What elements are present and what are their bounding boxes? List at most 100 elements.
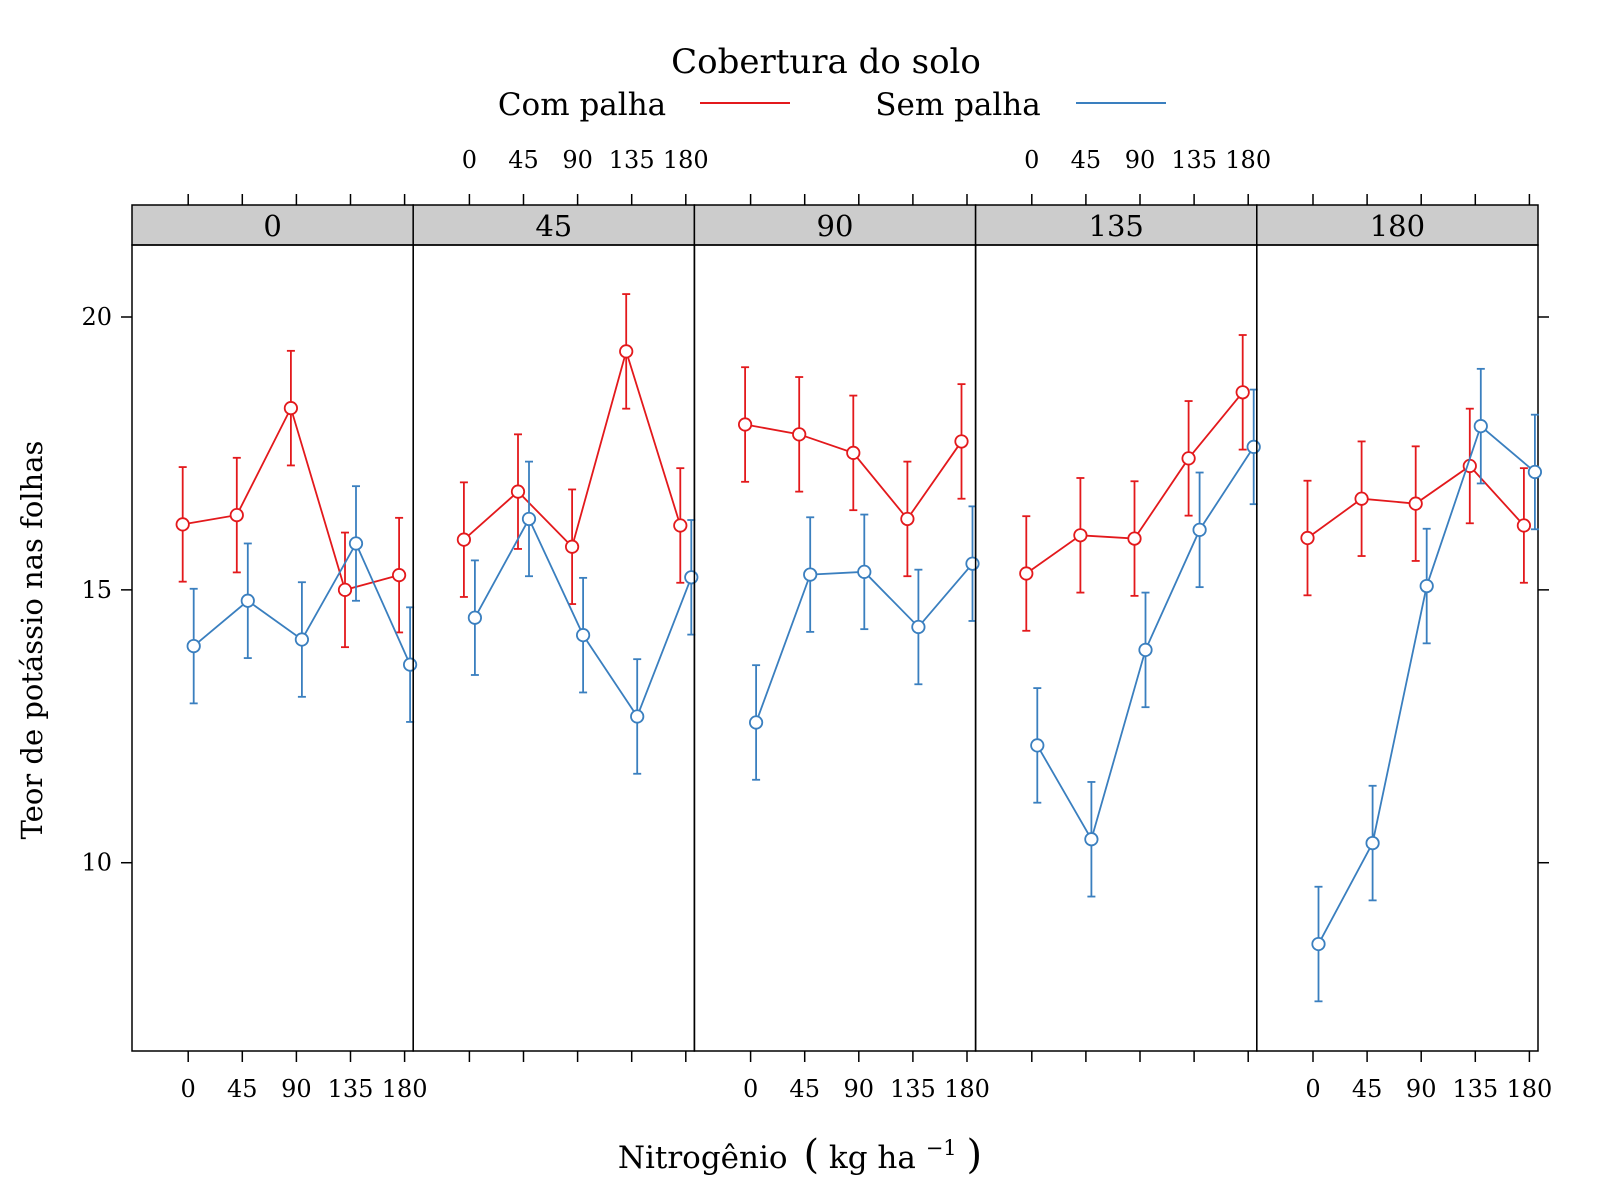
data-point [1473, 419, 1488, 434]
data-point [1354, 491, 1369, 506]
x-tick-label-top: 180 [663, 146, 709, 174]
x-axis-label-exponent: −1 [926, 1136, 957, 1160]
panel-frame-0 [131, 244, 414, 1052]
legend-label-com-palha: Com palha [498, 87, 666, 123]
x-tick-label-bottom: 90 [844, 1075, 875, 1103]
strip-label-135: 135 [1089, 209, 1144, 243]
data-point [1246, 439, 1261, 454]
legend: Cobertura do solo Com palha Sem palha [498, 42, 1166, 123]
data-point [737, 417, 753, 432]
x-axis-label: Nitrogênio ( kg ha −1 ) [618, 1127, 982, 1178]
strip-45 [412, 204, 696, 246]
data-point [1127, 531, 1142, 546]
x-axis-label-open-paren: ( [803, 1132, 819, 1178]
strip-label-0: 0 [263, 209, 281, 243]
data-point [348, 536, 364, 551]
data-point [575, 628, 591, 643]
x-tick-label-bottom: 0 [743, 1075, 758, 1103]
data-point [337, 582, 353, 597]
data-point [521, 511, 537, 527]
data-point [748, 715, 764, 730]
data-point [294, 632, 309, 647]
x-tick-label-bottom: 90 [281, 1075, 312, 1103]
data-point [846, 445, 861, 460]
data-point [175, 517, 190, 532]
data-point [510, 484, 526, 499]
data-point [857, 564, 872, 579]
x-tick-label-top: 180 [1225, 146, 1271, 174]
x-tick-label-bottom: 0 [1305, 1075, 1320, 1103]
data-point [1300, 530, 1315, 546]
y-tick-label: 10 [81, 849, 112, 877]
panel-frame-135 [974, 244, 1258, 1052]
data-point [911, 619, 926, 635]
data-point [792, 427, 807, 442]
panel-frame-45 [412, 244, 696, 1052]
x-tick-label-bottom: 90 [1406, 1075, 1437, 1103]
legend-title: Cobertura do solo [671, 42, 981, 82]
x-tick-label-top: 45 [508, 146, 539, 174]
data-point [1138, 642, 1153, 657]
data-point [1408, 496, 1423, 511]
data-point [1235, 385, 1250, 400]
data-point [391, 568, 407, 583]
x-axis-label-unit: kg ha [829, 1140, 916, 1176]
data-point [673, 518, 688, 533]
x-tick-label-bottom: 180 [382, 1075, 428, 1103]
y-tick-label: 20 [81, 303, 112, 331]
x-tick-label-bottom: 45 [1352, 1075, 1383, 1103]
data-point [1181, 451, 1196, 466]
x-tick-label-bottom: 180 [1506, 1075, 1552, 1103]
data-point [186, 638, 201, 654]
x-tick-label-top: 90 [562, 146, 593, 174]
x-tick-label-top: 90 [1125, 146, 1156, 174]
data-point [1311, 936, 1326, 952]
data-point [1516, 518, 1532, 533]
data-point [803, 567, 818, 582]
panel-frame-90 [693, 244, 977, 1052]
data-point [965, 556, 980, 571]
series-line-sem-palha [1317, 424, 1536, 945]
x-tick-label-bottom: 45 [789, 1075, 820, 1103]
data-point [240, 593, 255, 608]
x-axis-label-close-paren: ) [967, 1132, 983, 1178]
x-tick-label-top: 135 [609, 146, 655, 174]
x-tick-label-bottom: 45 [227, 1075, 258, 1103]
data-point [1030, 738, 1045, 753]
x-tick-label-bottom: 135 [328, 1075, 374, 1103]
strip-180 [1256, 204, 1539, 246]
data-point [1084, 832, 1099, 847]
data-point [402, 657, 418, 672]
data-point [1192, 522, 1207, 537]
strip-label-180: 180 [1370, 209, 1425, 243]
data-point [1419, 578, 1434, 594]
x-tick-label-top: 0 [462, 146, 477, 174]
x-tick-label-top: 0 [1024, 146, 1039, 174]
y-tick-label: 15 [81, 576, 112, 604]
data-point [564, 539, 580, 554]
x-tick-label-bottom: 135 [1452, 1075, 1498, 1103]
data-point [1019, 566, 1034, 581]
data-point [456, 532, 471, 547]
strip-label-90: 90 [817, 209, 854, 243]
x-tick-label-top: 135 [1171, 146, 1217, 174]
panels: 0 0 45 90 135 180 45 0 45 90 135 180 90 0 45 90 135 180 13… [81, 146, 1552, 1103]
data-point [630, 709, 645, 724]
x-tick-label-bottom: 135 [890, 1075, 936, 1103]
data-point [954, 434, 969, 449]
x-tick-label-bottom: 180 [944, 1075, 990, 1103]
data-point [619, 344, 634, 359]
panel-frame-180 [1256, 244, 1539, 1052]
data-point [1073, 528, 1088, 543]
x-axis-label-main: Nitrogênio [618, 1140, 788, 1176]
data-point [1527, 464, 1543, 480]
x-tick-label-top: 45 [1071, 146, 1102, 174]
x-tick-label-bottom: 0 [181, 1075, 196, 1103]
data-point [467, 610, 482, 625]
data-point [1365, 835, 1380, 851]
y-axis-label: Teor de potássio nas folhas [15, 441, 49, 840]
data-point [283, 401, 298, 416]
strip-0 [131, 204, 414, 246]
legend-label-sem-palha: Sem palha [875, 87, 1041, 123]
